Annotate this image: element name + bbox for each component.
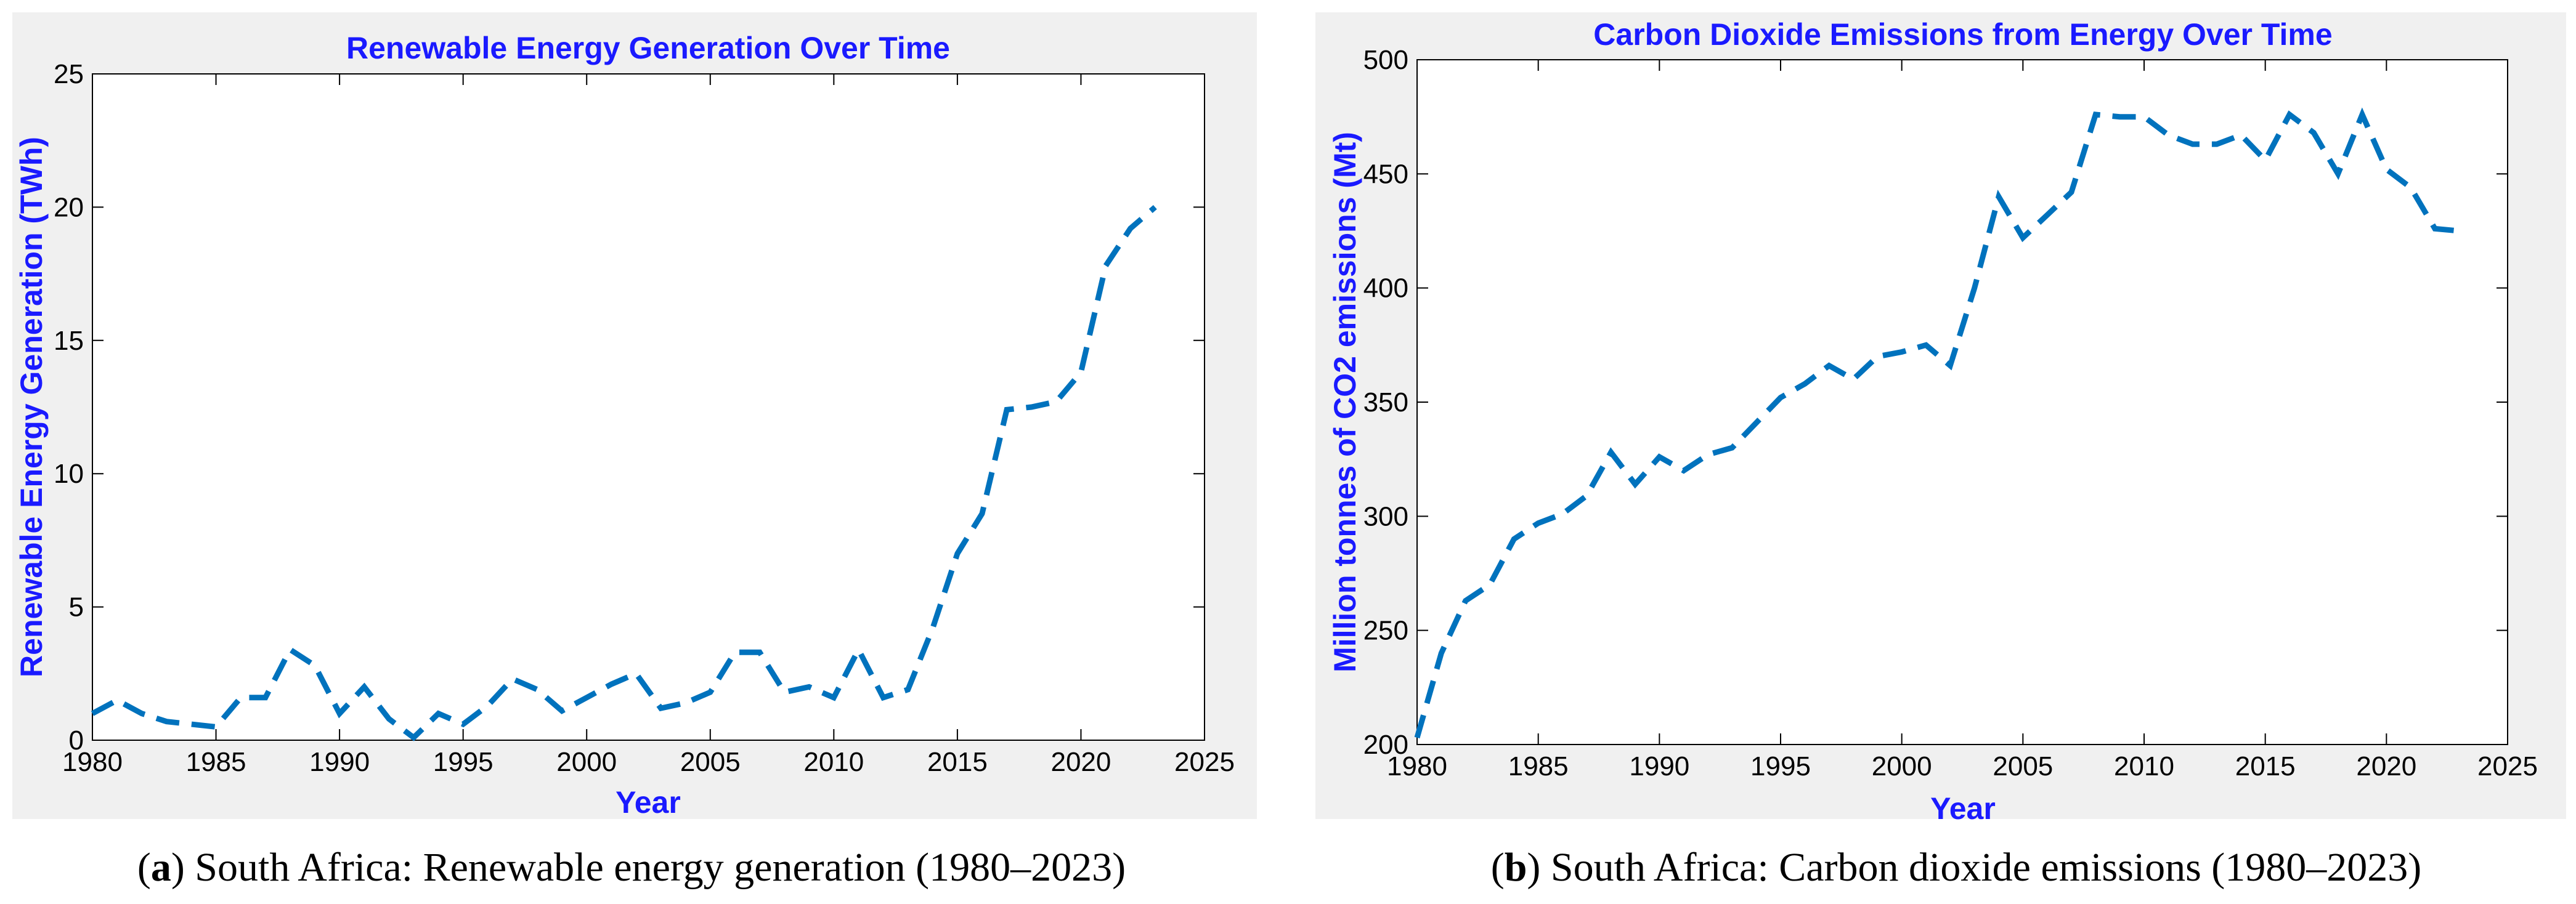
- panel-b-x-tick-label: 2020: [2356, 751, 2416, 781]
- panel-a-y-tick-label: 20: [54, 192, 84, 222]
- panel-b-x-tick-label: 1990: [1629, 751, 1689, 781]
- panel-a-x-axis-label: Year: [616, 785, 681, 820]
- panel-b-x-tick-label: 2005: [1993, 751, 2053, 781]
- panel-b-x-tick-label: 2000: [1872, 751, 1932, 781]
- panel-b-plot-area: [1416, 59, 2508, 745]
- panel-a-y-tick-label: 15: [54, 326, 84, 356]
- panel-a-x-tick-label: 2005: [680, 747, 741, 777]
- panel-b-x-tick-label: 1995: [1750, 751, 1811, 781]
- panel-b-y-tick-label: 350: [1363, 387, 1408, 418]
- panel-b-ticks: 1980 1985 1990 1995 2000 2005 2010 2015 2020 2025…: [1363, 45, 2538, 781]
- caption-a-label: a: [151, 845, 171, 890]
- caption-b-text: South Africa: Carbon dioxide emissions (…: [1540, 845, 2421, 890]
- panel-a-ticks: 1980 1985 1990 1995 2000 2005 2010 2015 2020 2025…: [54, 59, 1235, 777]
- panel-a-x-tick-label: 2010: [803, 747, 864, 777]
- panel-b-y-tick-label: 500: [1363, 45, 1408, 75]
- panel-b-x-tick-label: 2010: [2114, 751, 2174, 781]
- panel-a-x-tick-label: 2025: [1174, 747, 1235, 777]
- panel-b-x-tick-label: 2025: [2477, 751, 2538, 781]
- panel-b-x-tick-label: 1985: [1508, 751, 1569, 781]
- panel-a-x-tick-label: 1980: [62, 747, 123, 777]
- panel-b-y-tick-label: 450: [1363, 159, 1408, 189]
- panel-a-x-tick-label: 1985: [186, 747, 246, 777]
- panel-a-title: Renewable Energy Generation Over Time: [346, 31, 950, 65]
- panel-a-y-tick-label: 0: [69, 725, 84, 756]
- panel-a-x-tick-label: 2015: [927, 747, 988, 777]
- panel-b-data-line: [1414, 107, 2460, 739]
- panel-a-y-tick-label: 10: [54, 459, 84, 489]
- panel-b-y-tick-label: 300: [1363, 501, 1408, 531]
- panel-b-x-axis-label: Year: [1930, 791, 1996, 826]
- panel-b-x-tick-label: 1980: [1387, 751, 1447, 781]
- panel-b-y-tick-label: 200: [1363, 730, 1408, 760]
- panel-b-title: Carbon Dioxide Emissions from Energy Ove…: [1593, 17, 2332, 52]
- caption-b-label: b: [1505, 845, 1527, 890]
- panel-a-x-tick-label: 2000: [556, 747, 617, 777]
- panel-a-y-axis-label: Renewable Energy Generation (TWh): [14, 137, 49, 677]
- panel-a: Renewable Energy Generation Over Time Ye…: [12, 12, 1257, 820]
- panel-a-x-tick-label: 1995: [433, 747, 494, 777]
- caption-b: (b) South Africa: Carbon dioxide emissio…: [1491, 845, 2422, 890]
- panel-a-x-tick-label: 2020: [1050, 747, 1111, 777]
- caption-a: (a) South Africa: Renewable energy gener…: [137, 845, 1126, 890]
- caption-a-text: South Africa: Renewable energy generatio…: [185, 845, 1126, 890]
- panel-a-y-tick-label: 5: [69, 592, 84, 623]
- panel-b-y-tick-label: 400: [1363, 273, 1408, 304]
- panel-a-data-line: [91, 204, 1157, 741]
- panel-b-y-tick-label: 250: [1363, 616, 1408, 646]
- panel-b-x-tick-label: 2015: [2235, 751, 2296, 781]
- panel-a-x-tick-label: 1990: [309, 747, 370, 777]
- panel-b-y-axis-label: Million tonnes of CO2 emissions (Mt): [1328, 132, 1362, 672]
- panel-b: Carbon Dioxide Emissions from Energy Ove…: [1315, 12, 2566, 826]
- panel-a-y-tick-label: 25: [54, 59, 84, 89]
- panel-a-plot-area: [92, 73, 1205, 741]
